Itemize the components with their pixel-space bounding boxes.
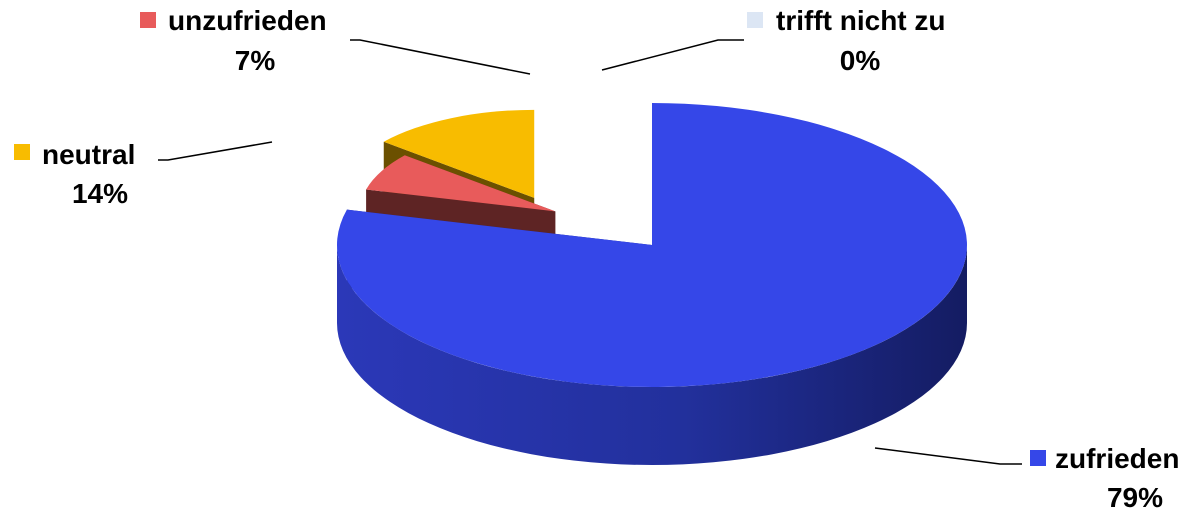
slice-outer-side bbox=[337, 245, 967, 465]
slice-label-unzufrieden: unzufrieden bbox=[168, 5, 327, 36]
slice-label-trifft-nicht-zu: trifft nicht zu bbox=[776, 5, 946, 36]
legend-swatch-trifft-nicht-zu bbox=[747, 12, 763, 28]
leader-line-unzufrieden bbox=[350, 39, 531, 75]
pie-slices bbox=[337, 103, 967, 465]
leader-line-neutral bbox=[158, 141, 273, 161]
slice-value-trifft-nicht-zu: 0% bbox=[840, 45, 881, 76]
slice-label-zufrieden: zufrieden bbox=[1055, 443, 1179, 474]
leader-line-zufrieden bbox=[874, 447, 1022, 465]
leader-line-trifft-nicht-zu bbox=[601, 39, 744, 71]
pie-slice-zufrieden bbox=[337, 103, 967, 465]
slice-value-unzufrieden: 7% bbox=[235, 45, 276, 76]
legend-swatch-zufrieden bbox=[1030, 450, 1046, 466]
slice-labels: zufrieden 79% trifft nicht zu 0% unzufri… bbox=[14, 5, 1179, 508]
slice-top bbox=[337, 103, 967, 387]
slice-top bbox=[383, 109, 535, 198]
leader-lines bbox=[158, 39, 1022, 465]
legend-swatch-neutral bbox=[14, 144, 30, 160]
slice-value-neutral: 14% bbox=[72, 178, 128, 209]
legend-swatch-unzufrieden bbox=[140, 12, 156, 28]
slice-label-neutral: neutral bbox=[42, 139, 135, 170]
slice-value-zufrieden: 79% bbox=[1107, 482, 1163, 508]
slice-top bbox=[366, 155, 556, 212]
